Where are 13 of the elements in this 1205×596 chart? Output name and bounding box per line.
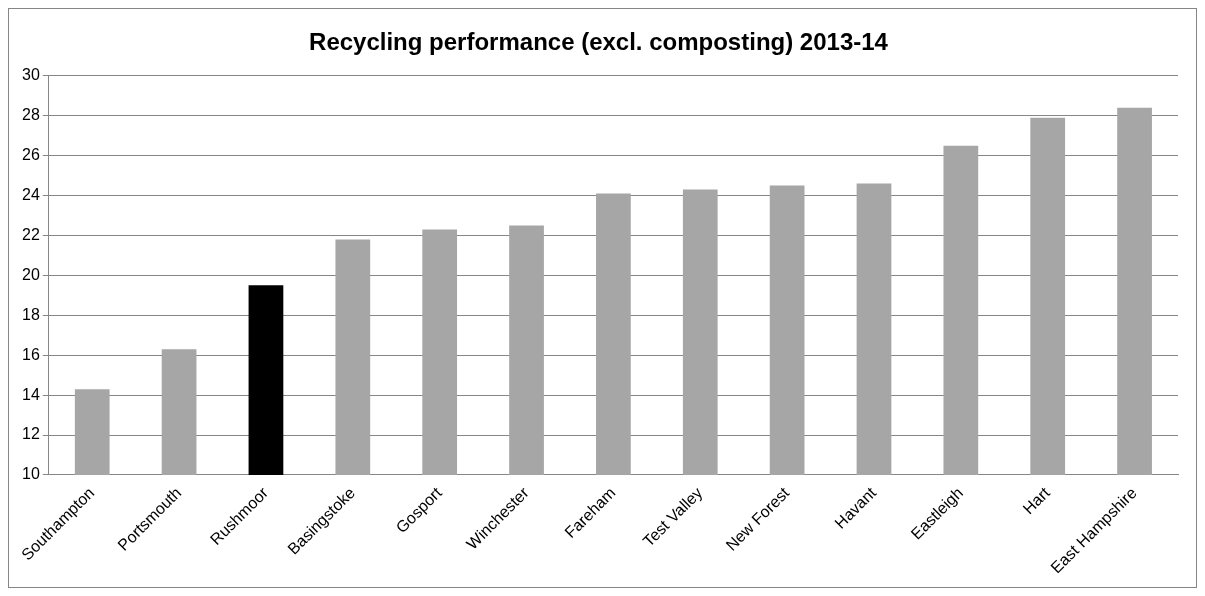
y-tick-label: 10: [22, 465, 40, 483]
x-tick-label: Hart: [1019, 483, 1054, 518]
y-tick-label: 22: [22, 225, 40, 243]
y-tick-label: 24: [22, 185, 40, 203]
y-tick-label: 18: [22, 305, 40, 323]
y-tick-label: 30: [22, 66, 40, 84]
y-tick-label: 16: [22, 345, 40, 363]
y-tick-label: 20: [22, 265, 40, 283]
chart-title: Recycling performance (excl. composting) 2013-14: [309, 28, 889, 56]
y-tick-label: 28: [22, 106, 40, 124]
y-tick-label: 26: [22, 146, 40, 164]
y-tick-label: 12: [22, 425, 40, 443]
y-tick-label: 14: [22, 385, 40, 403]
